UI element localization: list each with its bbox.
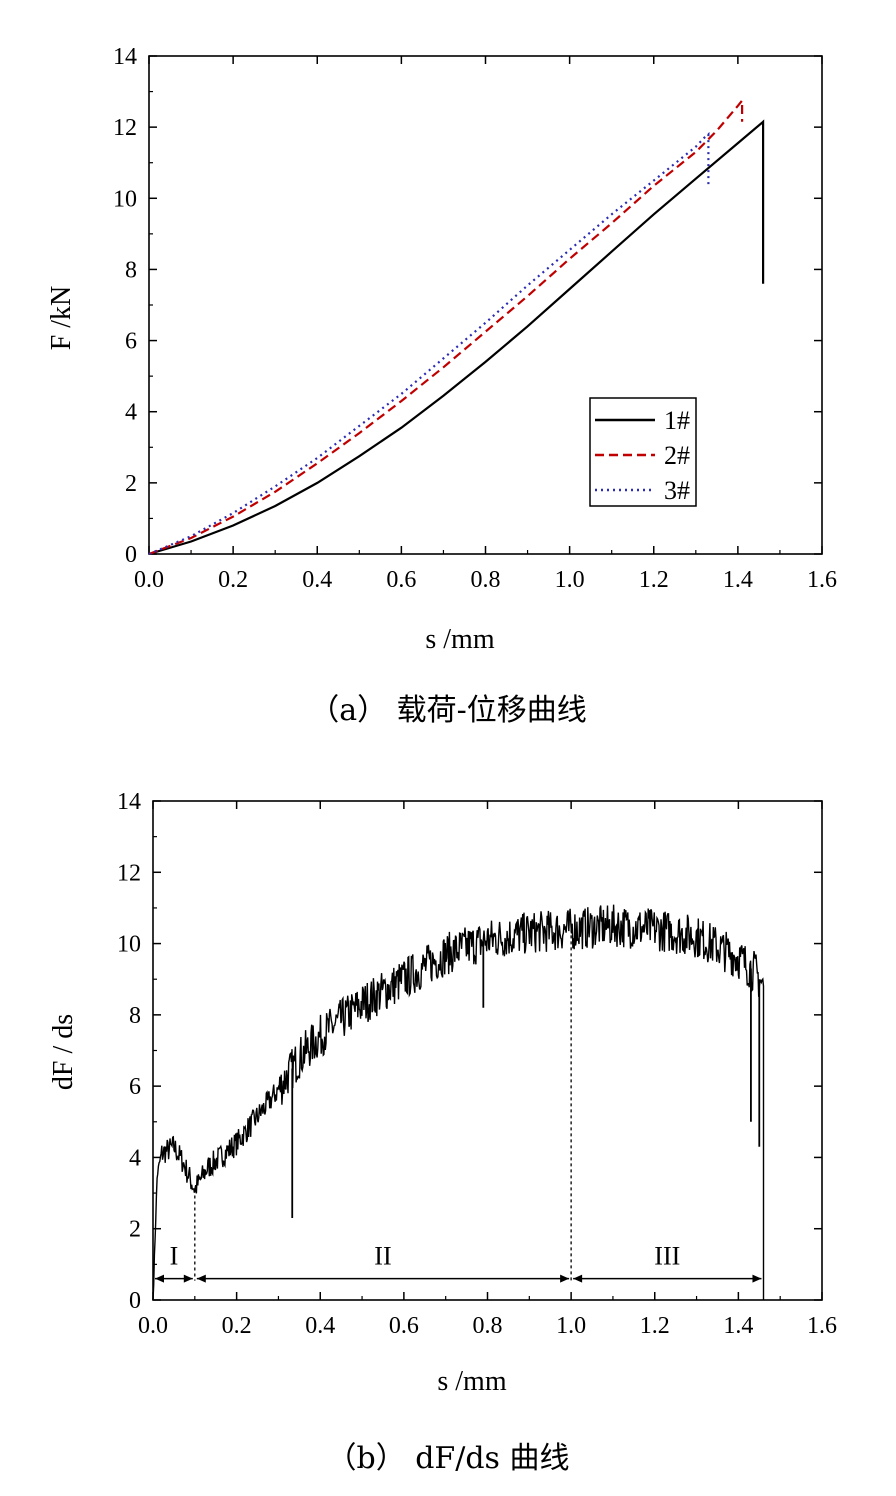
legend-label: 1#: [664, 406, 690, 435]
x-tick-label: 0.4: [302, 567, 332, 593]
series-group: [152, 904, 765, 1301]
y-tick-label: 0: [125, 542, 137, 568]
plot-frame: [148, 55, 823, 555]
x-tick-label: 0.6: [386, 567, 416, 593]
series-line-1: [148, 119, 765, 556]
y-tick-label: 0: [129, 1288, 141, 1314]
region-label: II: [374, 1242, 391, 1271]
series-group: [148, 97, 765, 556]
y-axis-label: F /kN: [46, 286, 77, 351]
x-tick-label: 1.4: [723, 1313, 753, 1339]
y-tick-label: 2: [129, 1217, 141, 1243]
y-tick-label: 10: [113, 186, 137, 212]
derivative-line: [152, 904, 765, 1301]
x-tick-label: 1.4: [723, 567, 753, 593]
x-tick-label: 0.0: [138, 1313, 168, 1339]
x-tick-label: 0.8: [473, 1313, 503, 1339]
arrowhead-left: [196, 1274, 206, 1283]
axis-ticks: 0.0 0.2 0.4 0.6 0.8 1.0 1.2 1.4 1.6 0 2 4 6 8 10 12 14: [117, 789, 837, 1339]
x-axis-label: s /mm: [437, 1366, 506, 1397]
y-tick-label: 6: [125, 329, 137, 355]
y-tick-label: 14: [113, 44, 137, 70]
y-tick-label: 4: [125, 400, 137, 426]
legend-label: 2#: [664, 441, 690, 470]
y-tick-label: 10: [117, 932, 141, 958]
load-displacement-chart: 0.0 0.2 0.4 0.6 0.8 1.0 1.2 1.4 1.6 0 2 4 6 8 10 12 14 1…: [46, 44, 837, 728]
series-line-3: [148, 131, 710, 556]
x-tick-label: 0.6: [389, 1313, 419, 1339]
y-tick-label: 2: [125, 471, 137, 497]
x-tick-label: 1.2: [639, 567, 669, 593]
x-tick-label: 1.6: [807, 1313, 837, 1339]
y-tick-label: 4: [129, 1145, 141, 1171]
x-tick-label: 1.6: [807, 567, 837, 593]
region-label: I: [170, 1242, 179, 1271]
legend-label: 3#: [664, 476, 690, 505]
arrowhead-right: [183, 1274, 193, 1283]
x-tick-label: 0.8: [471, 567, 501, 593]
caption: （b） dF/ds 曲线: [326, 1441, 569, 1476]
legend: 1# 2# 3#: [589, 397, 697, 507]
region-label: III: [654, 1242, 680, 1271]
y-tick-label: 12: [113, 115, 137, 141]
x-tick-label: 1.0: [555, 567, 585, 593]
x-tick-label: 0.2: [218, 567, 248, 593]
y-tick-label: 8: [129, 1003, 141, 1029]
x-axis-label: s /mm: [425, 624, 494, 655]
arrowhead-left: [573, 1274, 583, 1283]
x-tick-label: 0.4: [305, 1313, 335, 1339]
y-axis-label: dF / ds: [48, 1014, 79, 1090]
arrowhead-left: [155, 1274, 164, 1283]
derivative-chart: 0.0 0.2 0.4 0.6 0.8 1.0 1.2 1.4 1.6 0 2 4 6 8 10 12 14 I…: [48, 789, 837, 1476]
plot-frame: [152, 800, 823, 1301]
x-tick-label: 1.2: [640, 1313, 670, 1339]
y-tick-label: 14: [117, 789, 141, 815]
y-tick-label: 6: [129, 1074, 141, 1100]
series-line-2: [148, 97, 744, 556]
y-tick-label: 12: [117, 860, 141, 886]
x-tick-label: 0.2: [222, 1313, 252, 1339]
x-tick-label: 1.0: [556, 1313, 586, 1339]
region-annotations: I II III: [155, 929, 762, 1283]
arrowhead-right: [560, 1274, 570, 1283]
arrowhead-right: [752, 1274, 762, 1283]
caption: （a） 载荷-位移曲线: [309, 693, 587, 728]
y-tick-label: 8: [125, 257, 137, 283]
x-tick-label: 0.0: [134, 567, 164, 593]
axis-ticks: 0.0 0.2 0.4 0.6 0.8 1.0 1.2 1.4 1.6 0 2 4 6 8 10 12 14: [113, 44, 837, 593]
legend-box: [589, 397, 697, 507]
